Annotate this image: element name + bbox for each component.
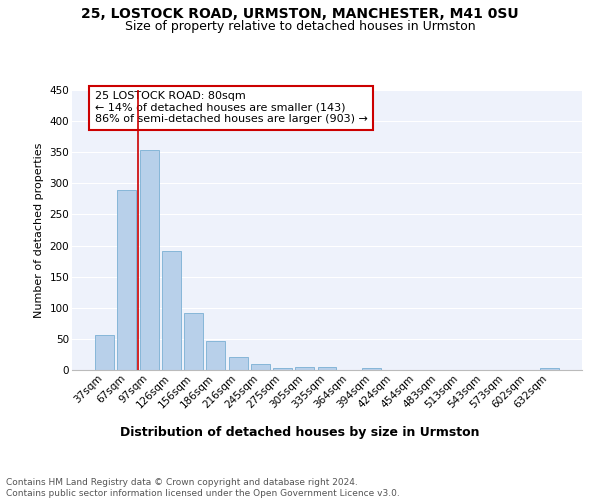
Bar	[540, 368, 559, 370]
Bar	[206, 341, 225, 370]
Bar	[295, 367, 314, 370]
Bar	[273, 368, 292, 370]
Text: Contains HM Land Registry data © Crown copyright and database right 2024.
Contai: Contains HM Land Registry data © Crown c…	[6, 478, 400, 498]
Bar	[140, 150, 158, 370]
Bar	[162, 251, 181, 370]
Text: 25 LOSTOCK ROAD: 80sqm
← 14% of detached houses are smaller (143)
86% of semi-de: 25 LOSTOCK ROAD: 80sqm ← 14% of detached…	[95, 91, 368, 124]
Bar	[317, 367, 337, 370]
Bar	[362, 368, 381, 370]
Text: Distribution of detached houses by size in Urmston: Distribution of detached houses by size …	[120, 426, 480, 439]
Y-axis label: Number of detached properties: Number of detached properties	[34, 142, 44, 318]
Bar	[229, 357, 248, 370]
Bar	[251, 364, 270, 370]
Bar	[95, 334, 114, 370]
Text: Size of property relative to detached houses in Urmston: Size of property relative to detached ho…	[125, 20, 475, 33]
Text: 25, LOSTOCK ROAD, URMSTON, MANCHESTER, M41 0SU: 25, LOSTOCK ROAD, URMSTON, MANCHESTER, M…	[81, 8, 519, 22]
Bar	[184, 313, 203, 370]
Bar	[118, 190, 136, 370]
